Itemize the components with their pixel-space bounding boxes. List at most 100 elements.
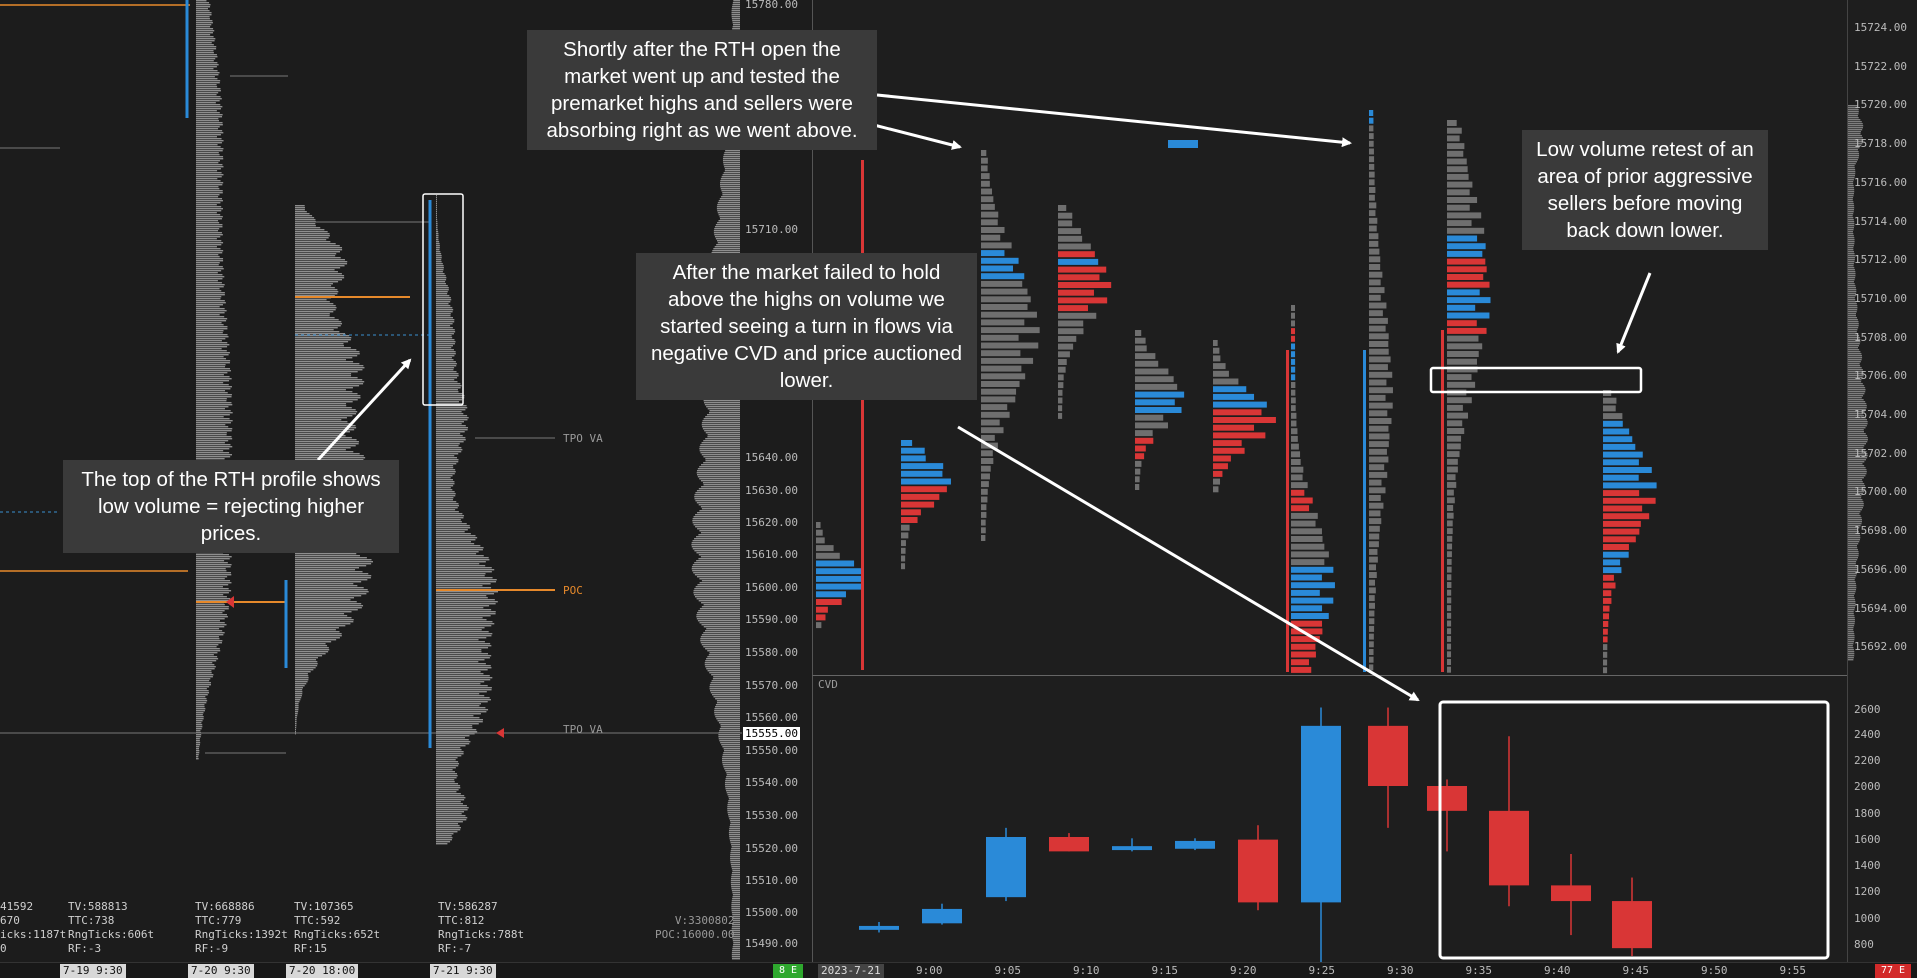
profile-row <box>1848 585 1857 587</box>
footprint-level <box>1369 140 1374 147</box>
profile-row <box>436 601 498 603</box>
profile-row <box>1848 199 1853 201</box>
cvd-panel[interactable]: CVD <box>812 675 1847 963</box>
footprint-level <box>1135 383 1178 390</box>
profile-row <box>704 404 740 406</box>
profile-row <box>196 654 214 656</box>
right-axis-tick: 15722.00 <box>1854 59 1907 73</box>
profile-row <box>698 610 740 612</box>
profile-row <box>1848 541 1860 543</box>
right-price-axis[interactable]: 15724.00 15722.00 15720.00 15718.00 15716.00… <box>1847 0 1917 978</box>
profile-row <box>701 442 740 444</box>
time-tick: 9:45 <box>1622 964 1650 977</box>
profile-row <box>196 104 221 106</box>
footprint-level <box>1058 228 1081 235</box>
profile-row <box>730 880 740 882</box>
profile-row <box>295 399 358 401</box>
left-price-axis[interactable]: 15780.0015720.0015710.0015640.0015630.00… <box>742 0 812 962</box>
profile-row <box>731 908 740 910</box>
profile-row <box>196 400 227 402</box>
session-date-3[interactable]: 7-21 9:30 <box>430 964 496 978</box>
profile-row <box>196 648 220 650</box>
profile-row <box>295 329 334 331</box>
profile-row <box>436 283 447 285</box>
profile-row <box>295 391 353 393</box>
profile-row <box>1848 547 1858 549</box>
profile-row <box>436 769 453 771</box>
footprint-column <box>981 150 1040 541</box>
profile-row <box>1848 293 1857 295</box>
profile-row <box>699 622 740 624</box>
profile-row <box>709 410 740 412</box>
footprint-level <box>1603 544 1629 550</box>
profile-row <box>436 367 455 369</box>
profile-row <box>717 212 740 214</box>
footprint-level <box>1213 432 1266 439</box>
profile-row <box>711 680 740 682</box>
profile-row <box>731 932 740 934</box>
profile-row <box>295 609 358 611</box>
profile-row <box>725 778 740 780</box>
profile-row <box>436 507 458 509</box>
profile-row <box>436 559 490 561</box>
profile-row <box>196 720 203 722</box>
session-stats-0: 41592 670 icks:1187t 0 <box>0 900 67 955</box>
profile-row <box>436 693 480 695</box>
profile-row <box>733 0 740 2</box>
profile-row <box>436 471 456 473</box>
profile-row <box>295 275 345 277</box>
time-axis-bar[interactable]: 7-19 9:30 7-20 9:30 7-20 18:00 7-21 9:30… <box>0 962 1917 978</box>
right-axis-tick: 15706.00 <box>1854 369 1907 383</box>
profile-row <box>196 158 224 160</box>
status-badge-right[interactable]: 77 E <box>1875 964 1912 978</box>
footprint-level <box>1135 360 1159 367</box>
profile-row <box>436 295 450 297</box>
session-date-0[interactable]: 7-19 9:30 <box>60 964 126 978</box>
profile-row <box>295 351 360 353</box>
profile-row <box>703 484 740 486</box>
profile-row <box>196 176 222 178</box>
profile-row <box>196 658 219 660</box>
footprint-level <box>1058 374 1064 381</box>
left-axis-tick: 15630.00 <box>745 484 798 497</box>
profile-row <box>196 606 229 608</box>
profile-row <box>436 203 437 205</box>
profile-row <box>722 754 740 756</box>
profile-row <box>196 688 207 690</box>
footprint-level <box>1369 341 1389 347</box>
footprint-level <box>1369 649 1374 655</box>
profile-row <box>1848 597 1855 599</box>
profile-row <box>436 199 437 201</box>
profile-row <box>196 78 218 80</box>
profile-row <box>295 643 326 645</box>
profile-row <box>694 550 740 552</box>
profile-row <box>720 180 740 182</box>
status-badge-left[interactable]: 8 E <box>773 964 804 978</box>
session-date-1[interactable]: 7-20 9:30 <box>188 964 254 978</box>
profile-row <box>1848 445 1865 447</box>
profile-row <box>295 207 305 209</box>
footprint-level <box>1447 343 1483 350</box>
profile-row <box>696 470 740 472</box>
profile-row <box>1848 119 1861 121</box>
profile-row <box>1848 209 1855 211</box>
profile-row <box>436 215 437 217</box>
profile-row <box>295 561 374 563</box>
footprint-level <box>1369 502 1384 509</box>
profile-row <box>295 715 298 717</box>
footprint-level <box>981 357 1034 364</box>
profile-row <box>1848 525 1861 527</box>
profile-row <box>701 634 740 636</box>
footprint-level <box>1213 447 1245 454</box>
profile-row <box>196 730 201 732</box>
profile-row <box>295 325 341 327</box>
profile-row <box>295 311 334 313</box>
profile-row <box>295 635 342 637</box>
footprint-level <box>1213 478 1221 485</box>
footprint-level <box>1058 320 1084 327</box>
profile-row <box>727 810 740 812</box>
profile-row <box>716 718 740 720</box>
profile-row <box>196 566 231 568</box>
session-date-2[interactable]: 7-20 18:00 <box>286 964 359 978</box>
profile-row <box>436 439 466 441</box>
